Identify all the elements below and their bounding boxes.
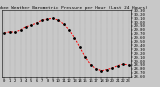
Title: Milwaukee Weather Barometric Pressure per Hour (Last 24 Hours): Milwaukee Weather Barometric Pressure pe… xyxy=(0,6,148,10)
